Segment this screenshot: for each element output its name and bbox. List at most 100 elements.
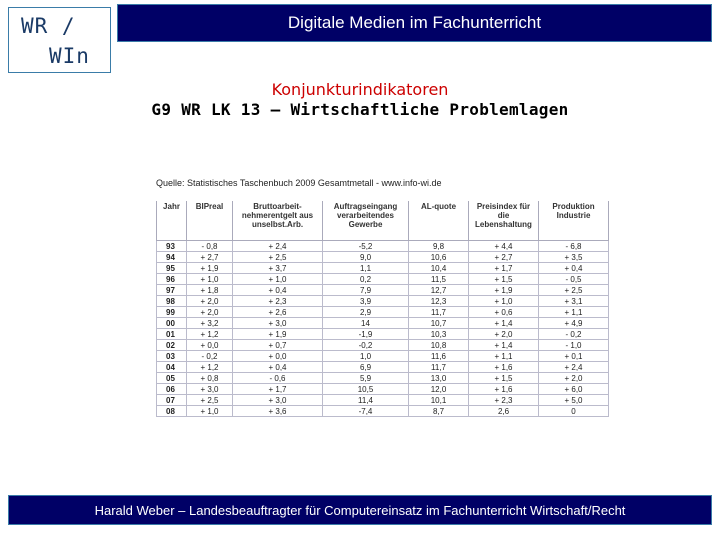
value-cell: 11,7: [408, 361, 469, 373]
value-cell: 14: [322, 317, 409, 329]
column-header: Jahr: [156, 201, 187, 241]
value-cell: + 2,4: [538, 361, 609, 373]
value-cell: 11,5: [408, 273, 469, 285]
value-cell: 6,9: [322, 361, 409, 373]
value-cell: 10,7: [408, 317, 469, 329]
value-cell: + 1,2: [186, 361, 233, 373]
column-header: AL-quote: [408, 201, 469, 241]
year-cell: 08: [156, 405, 187, 417]
year-cell: 03: [156, 350, 187, 362]
table-row: 06 + 3,0 + 1,7 10,5 12,0 + 1,6 + 6,0: [156, 383, 609, 395]
value-cell: + 1,4: [468, 339, 539, 351]
year-cell: 00: [156, 317, 187, 329]
column-header: BIPreal: [186, 201, 233, 241]
value-cell: + 1,2: [186, 328, 233, 340]
value-cell: - 0,2: [186, 350, 233, 362]
value-cell: 13,0: [408, 372, 469, 384]
value-cell: + 1,7: [232, 383, 323, 395]
logo-line-2: WIn: [49, 44, 90, 68]
table-row: 93- 0,8 + 2,4 -5,2 9,8 + 4,4- 6,8: [156, 240, 609, 252]
value-cell: + 1,0: [186, 405, 233, 417]
value-cell: - 1,0: [538, 339, 609, 351]
year-cell: 96: [156, 273, 187, 285]
value-cell: 7,9: [322, 284, 409, 296]
value-cell: + 1,5: [468, 273, 539, 285]
value-cell: + 1,6: [468, 383, 539, 395]
value-cell: + 3,7: [232, 262, 323, 274]
subtitle-line-1: Konjunkturindikatoren: [271, 80, 449, 99]
value-cell: 3,9: [322, 295, 409, 307]
value-cell: + 5,0: [538, 394, 609, 406]
logo: WR / WIn: [8, 7, 111, 73]
value-cell: 12,0: [408, 383, 469, 395]
value-cell: + 2,7: [468, 251, 539, 263]
column-header: Auftragseingang verarbeitendes Gewerbe: [322, 201, 409, 241]
value-cell: - 0,8: [186, 240, 233, 252]
value-cell: 1,1: [322, 262, 409, 274]
value-cell: + 2,3: [468, 394, 539, 406]
year-cell: 04: [156, 361, 187, 373]
value-cell: + 1,0: [232, 273, 323, 285]
column-header: Produktion Industrie: [538, 201, 609, 241]
value-cell: + 2,0: [538, 372, 609, 384]
indicator-table: Jahr BIPreal Bruttoarbeit-nehmerentgelt au…: [156, 201, 609, 417]
value-cell: 11,4: [322, 394, 409, 406]
year-cell: 97: [156, 284, 187, 296]
value-cell: + 0,7: [232, 339, 323, 351]
value-cell: + 0,4: [232, 284, 323, 296]
value-cell: + 3,0: [232, 317, 323, 329]
value-cell: 12,7: [408, 284, 469, 296]
table-row: 95 + 1,9 + 3,7 1,1 10,4 + 1,7 + 0,4: [156, 262, 609, 274]
value-cell: + 1,5: [468, 372, 539, 384]
value-cell: + 3,1: [538, 295, 609, 307]
table-row: 01 + 1,2 + 1,9 -1,9 10,3 + 2,0- 0,2: [156, 328, 609, 340]
table-row: 97 + 1,8 + 0,4 7,9 12,7 + 1,9 + 2,5: [156, 284, 609, 296]
table-body: 93- 0,8 + 2,4 -5,2 9,8 + 4,4- 6,8 94 + 2,7 + 2,…: [156, 240, 609, 417]
table-row: 98 + 2,0 + 2,3 3,9 12,3 + 1,0 + 3,1: [156, 295, 609, 307]
year-cell: 94: [156, 251, 187, 263]
logo-line-1: WR /: [21, 14, 76, 38]
year-cell: 02: [156, 339, 187, 351]
value-cell: + 0,0: [232, 350, 323, 362]
value-cell: 10,4: [408, 262, 469, 274]
value-cell: 10,8: [408, 339, 469, 351]
value-cell: 2,6: [468, 405, 539, 417]
value-cell: + 2,0: [186, 306, 233, 318]
value-cell: + 3,2: [186, 317, 233, 329]
table-row: 08 + 1,0 + 3,6 -7,4 8,7 2,6 0: [156, 405, 609, 417]
value-cell: 10,1: [408, 394, 469, 406]
value-cell: 1,0: [322, 350, 409, 362]
value-cell: + 3,6: [232, 405, 323, 417]
header-bar: Digitale Medien im Fachunterricht: [117, 4, 712, 42]
value-cell: + 2,3: [232, 295, 323, 307]
table-row: 03- 0,2 + 0,0 1,0 11,6 + 1,1 + 0,1: [156, 350, 609, 362]
year-cell: 93: [156, 240, 187, 252]
value-cell: + 3,5: [538, 251, 609, 263]
table-row: 94 + 2,7 + 2,5 9,0 10,6 + 2,7 + 3,5: [156, 251, 609, 263]
value-cell: + 1,0: [468, 295, 539, 307]
page-title: Digitale Medien im Fachunterricht: [287, 13, 542, 32]
value-cell: + 0,1: [538, 350, 609, 362]
value-cell: 11,7: [408, 306, 469, 318]
value-cell: + 2,7: [186, 251, 233, 263]
value-cell: - 0,6: [232, 372, 323, 384]
value-cell: 2,9: [322, 306, 409, 318]
value-cell: + 2,0: [468, 328, 539, 340]
value-cell: + 1,1: [468, 350, 539, 362]
value-cell: + 0,8: [186, 372, 233, 384]
table-row: 05 + 0,8- 0,6 5,9 13,0 + 1,5 + 2,0: [156, 372, 609, 384]
value-cell: + 0,4: [232, 361, 323, 373]
value-cell: + 0,4: [538, 262, 609, 274]
value-cell: + 2,5: [538, 284, 609, 296]
table-row: 02 + 0,0 + 0,7 -0,2 10,8 + 1,4- 1,0: [156, 339, 609, 351]
year-cell: 05: [156, 372, 187, 384]
value-cell: + 1,4: [468, 317, 539, 329]
value-cell: + 1,0: [186, 273, 233, 285]
value-cell: + 3,0: [186, 383, 233, 395]
value-cell: 10,3: [408, 328, 469, 340]
value-cell: + 1,9: [232, 328, 323, 340]
value-cell: -7,4: [322, 405, 409, 417]
value-cell: + 0,6: [468, 306, 539, 318]
value-cell: -5,2: [322, 240, 409, 252]
table-header-row: Jahr BIPreal Bruttoarbeit-nehmerentgelt au…: [156, 201, 609, 241]
